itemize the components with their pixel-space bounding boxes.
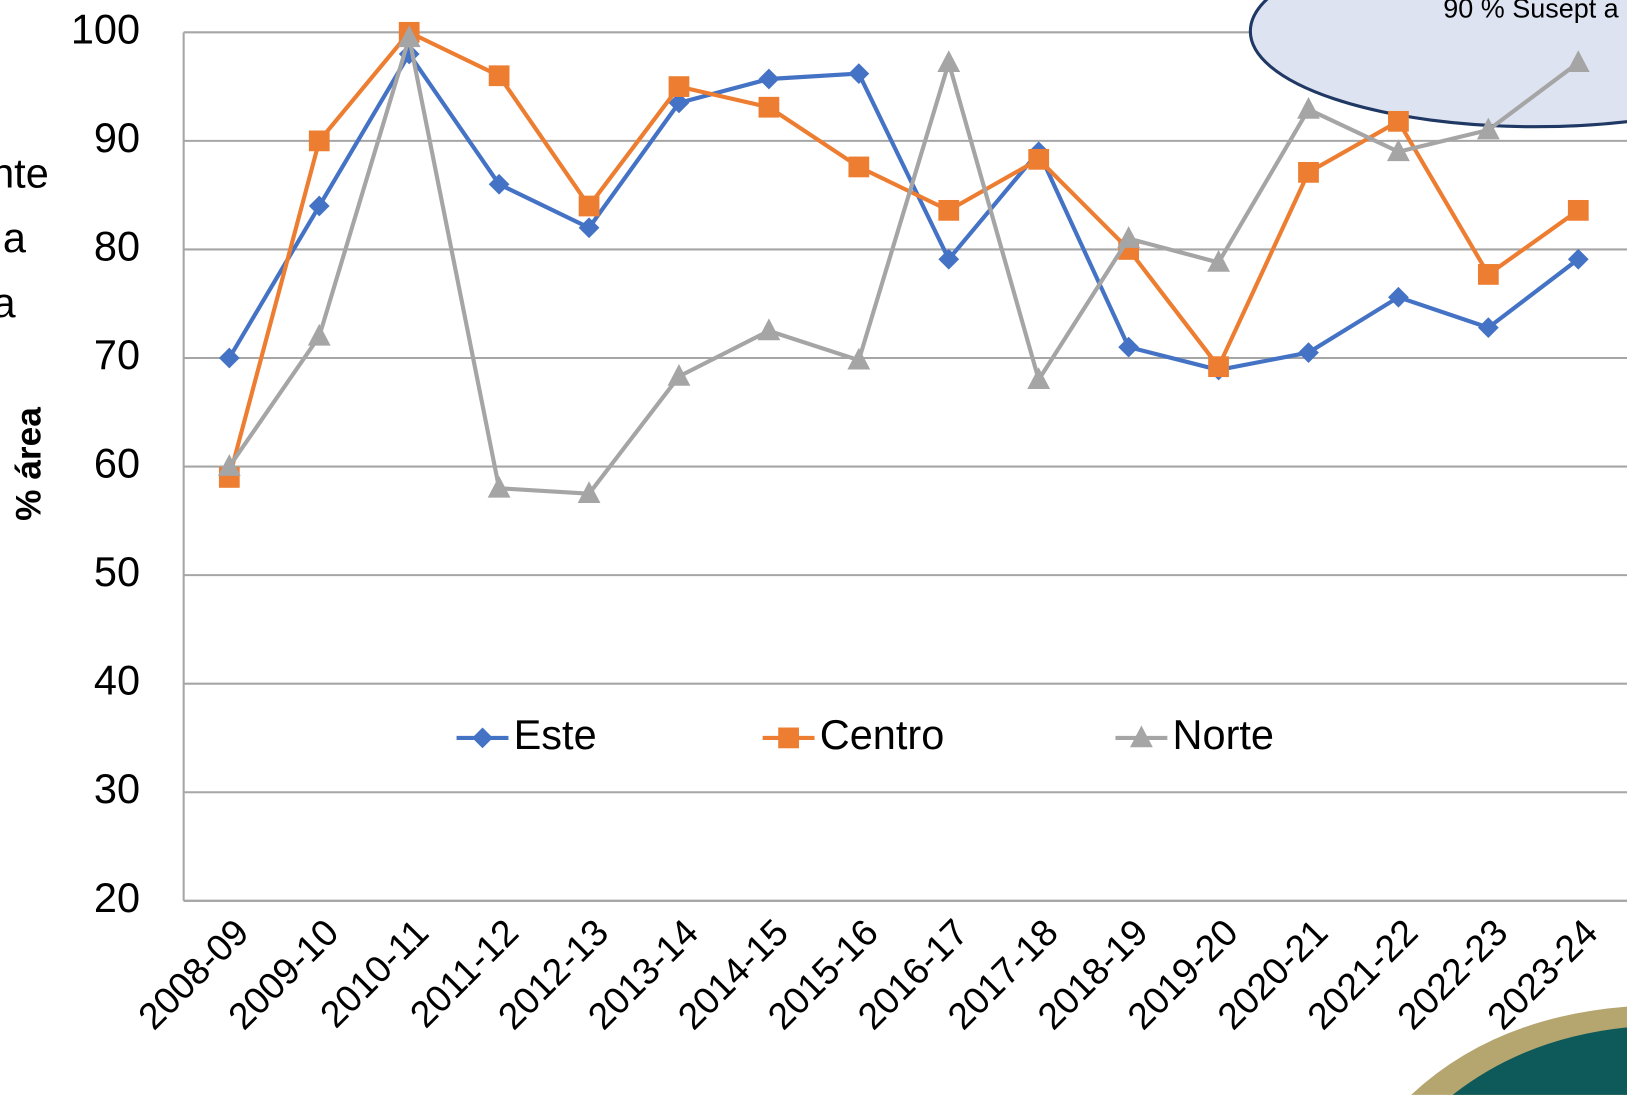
marker [397, 25, 421, 48]
marker [938, 248, 960, 270]
marker [1028, 148, 1050, 170]
marker [1567, 199, 1589, 221]
y-tick-label: 30 [94, 765, 140, 812]
marker [488, 65, 510, 87]
series-line [227, 30, 1580, 478]
legend-marker [778, 727, 799, 749]
marker [1477, 317, 1499, 338]
marker [938, 199, 960, 221]
marker [308, 130, 330, 152]
marker [1118, 336, 1140, 358]
marker [1388, 110, 1409, 132]
marker [668, 76, 690, 97]
marker [1298, 161, 1319, 183]
marker [1477, 264, 1499, 285]
y-tick-label: 20 [94, 874, 140, 921]
y-tick-label: 70 [94, 331, 140, 378]
marker [1207, 250, 1230, 272]
legend-label: Este [514, 711, 597, 758]
clipped-text: a [0, 279, 16, 326]
marker [1387, 139, 1410, 162]
y-tick-label: 40 [94, 657, 140, 704]
annotation: 90 % Susept a [1443, 0, 1618, 24]
y-axis-title: % área [9, 407, 48, 521]
y-tick-label: 100 [71, 5, 140, 52]
y-tick-label: 80 [94, 222, 140, 269]
marker [217, 454, 241, 476]
marker [488, 173, 510, 195]
legend-marker [1129, 725, 1153, 748]
y-tick-label: 90 [94, 114, 140, 161]
legend-marker [472, 727, 493, 749]
marker [218, 347, 240, 369]
marker [847, 347, 871, 370]
legend-label: Centro [820, 711, 945, 758]
decoration [1452, 1027, 1627, 1095]
marker [1476, 117, 1500, 140]
marker [757, 318, 781, 341]
marker [1117, 226, 1141, 248]
marker [578, 217, 600, 239]
clipped-text: a [3, 214, 27, 261]
marker [758, 68, 780, 90]
marker [667, 364, 691, 386]
marker [848, 63, 870, 84]
series-line [227, 51, 1580, 373]
marker [1027, 367, 1051, 390]
marker [1208, 356, 1229, 378]
marker [758, 96, 780, 118]
marker [487, 475, 511, 498]
marker [1388, 286, 1409, 308]
clipped-text: nte [0, 150, 49, 197]
y-tick-label: 50 [94, 548, 140, 595]
marker [577, 481, 601, 504]
marker [578, 195, 600, 217]
marker [308, 195, 330, 217]
marker [1297, 96, 1320, 119]
marker [1298, 342, 1319, 363]
grid [182, 31, 1627, 902]
marker [848, 156, 870, 178]
legend-label: Norte [1173, 711, 1274, 758]
marker [668, 92, 690, 114]
y-tick-label: 60 [94, 440, 140, 487]
series-line [227, 35, 1580, 496]
marker [937, 50, 961, 73]
marker [1566, 50, 1590, 73]
marker [307, 323, 331, 346]
